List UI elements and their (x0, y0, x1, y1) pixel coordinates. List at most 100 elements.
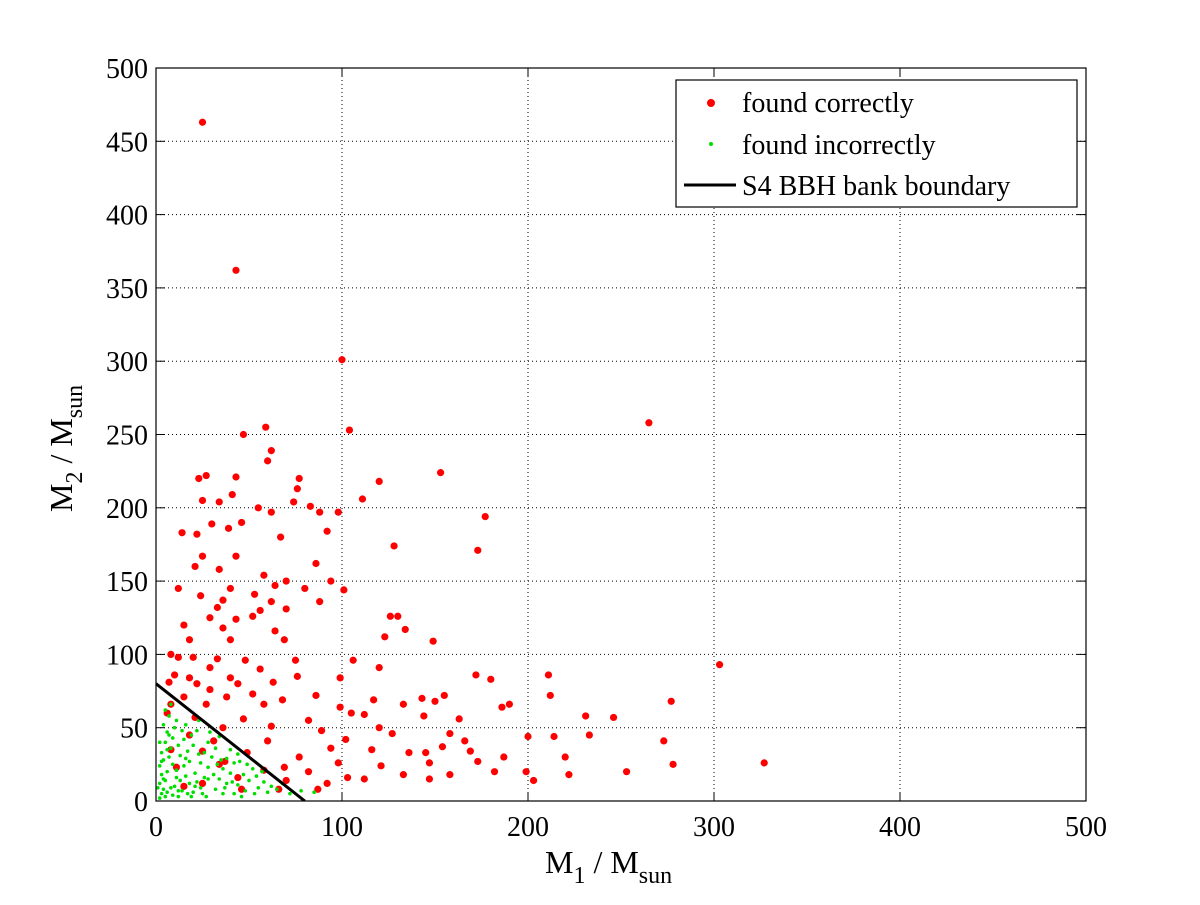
bank-boundary-line (156, 682, 306, 801)
data-point-found-incorrectly (172, 784, 177, 789)
data-point-found-correctly (264, 457, 272, 465)
data-point-found-correctly (429, 637, 437, 645)
data-point-found-correctly (271, 581, 279, 590)
data-point-found-incorrectly (183, 756, 188, 761)
data-point-found-correctly (267, 598, 275, 606)
data-point-found-correctly (210, 737, 218, 745)
data-point-found-correctly (301, 584, 309, 593)
data-point-found-incorrectly (159, 772, 164, 777)
data-point-found-incorrectly (210, 755, 214, 759)
data-point-found-incorrectly (223, 786, 227, 790)
data-point-found-correctly (215, 498, 223, 506)
data-point-found-correctly (544, 671, 553, 679)
y-tick-label: 350 (106, 274, 148, 305)
x-tick-label: 0 (149, 812, 163, 843)
data-point-found-correctly (336, 703, 344, 711)
data-point-found-correctly (198, 552, 207, 560)
data-point-found-incorrectly (163, 794, 168, 799)
data-point-found-correctly (347, 709, 355, 717)
data-point-found-correctly (377, 762, 385, 770)
data-point-found-correctly (585, 731, 593, 739)
data-point-found-correctly (250, 590, 259, 598)
data-point-found-correctly (239, 715, 248, 723)
series-found-incorrectly (156, 702, 316, 800)
data-point-found-correctly (340, 586, 348, 594)
data-point-found-correctly (645, 419, 653, 427)
data-point-found-correctly (474, 546, 482, 554)
data-point-found-incorrectly (254, 774, 259, 778)
data-point-found-incorrectly (215, 762, 220, 767)
data-point-found-correctly (760, 759, 768, 767)
data-point-found-incorrectly (189, 733, 194, 737)
data-point-found-correctly (358, 495, 367, 503)
data-point-found-incorrectly (200, 791, 205, 796)
axes-frame (155, 67, 1087, 802)
x-tick-label: 200 (507, 812, 549, 843)
data-point-found-correctly (304, 768, 313, 776)
data-point-found-incorrectly (275, 787, 279, 792)
data-point-found-correctly (323, 779, 331, 788)
data-point-found-incorrectly (161, 777, 166, 781)
data-point-found-correctly (226, 636, 234, 644)
data-point-found-correctly (546, 691, 554, 700)
data-point-found-correctly (306, 502, 314, 510)
data-point-found-incorrectly (228, 747, 233, 752)
data-point-found-incorrectly (180, 788, 184, 793)
data-point-found-incorrectly (224, 781, 229, 786)
data-point-found-correctly (338, 356, 346, 364)
data-point-found-correctly (256, 606, 264, 615)
data-point-found-correctly (381, 633, 389, 641)
data-point-found-incorrectly (288, 791, 292, 796)
data-point-found-correctly (178, 529, 186, 537)
data-point-found-correctly (466, 747, 474, 755)
y-tick-label: 450 (106, 127, 148, 158)
legend-label-bank-boundary: S4 BBH bank boundary (742, 171, 1010, 202)
data-point-found-correctly (622, 768, 631, 776)
data-point-found-incorrectly (206, 765, 210, 770)
data-point-found-correctly (399, 700, 407, 708)
data-point-found-correctly (254, 504, 262, 512)
legend-marker-found-incorrectly (709, 142, 713, 146)
data-point-found-incorrectly (213, 746, 218, 751)
x-tick-label: 300 (693, 812, 735, 843)
data-point-found-correctly (277, 533, 285, 541)
x-tick-label: 400 (879, 812, 921, 843)
data-point-found-correctly (280, 763, 288, 771)
data-point-found-correctly (314, 785, 322, 793)
data-point-found-incorrectly (163, 708, 168, 712)
data-point-found-incorrectly (187, 781, 192, 786)
data-point-found-correctly (312, 691, 320, 700)
data-point-found-correctly (323, 527, 331, 535)
data-point-found-correctly (198, 779, 207, 788)
data-point-found-correctly (436, 469, 445, 477)
data-point-found-correctly (667, 697, 675, 705)
data-point-found-correctly (293, 672, 301, 680)
data-point-found-incorrectly (176, 743, 181, 748)
data-point-found-correctly (505, 700, 513, 708)
data-point-found-correctly (440, 691, 448, 700)
data-point-found-incorrectly (176, 794, 181, 799)
data-point-found-correctly (431, 697, 439, 705)
data-point-found-incorrectly (161, 787, 166, 792)
x-tick-label: 100 (321, 812, 363, 843)
y-axis-label: M2 / Msun (43, 385, 88, 512)
data-point-found-correctly (189, 653, 197, 661)
data-point-found-correctly (522, 768, 530, 776)
data-point-found-correctly (202, 700, 210, 708)
data-point-found-incorrectly (157, 740, 162, 745)
data-point-found-correctly (472, 671, 480, 679)
data-point-found-incorrectly (299, 788, 303, 793)
data-point-found-correctly (180, 782, 188, 790)
data-point-found-incorrectly (191, 743, 195, 748)
data-point-found-incorrectly (239, 794, 244, 799)
y-tick-label: 150 (106, 567, 148, 598)
data-point-found-correctly (195, 474, 203, 483)
data-point-found-incorrectly (178, 753, 182, 758)
data-point-found-correctly (500, 753, 508, 761)
data-point-found-correctly (219, 596, 227, 604)
data-point-found-correctly (316, 508, 324, 516)
data-point-found-incorrectly (198, 786, 203, 790)
data-point-found-incorrectly (193, 771, 197, 775)
data-point-found-incorrectly (174, 718, 179, 723)
